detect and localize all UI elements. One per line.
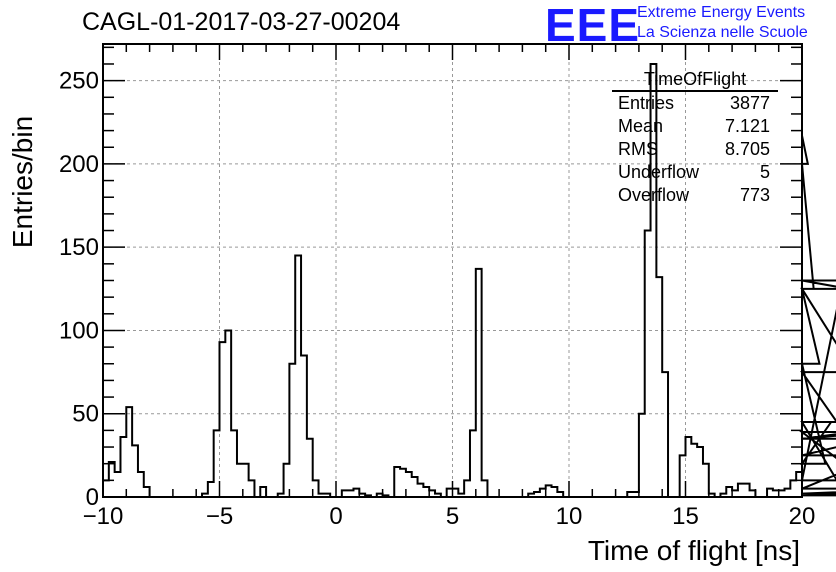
stat-value: 7.121 — [724, 116, 770, 136]
grid-lines — [103, 44, 802, 497]
stat-key: Mean — [618, 116, 664, 136]
stats-box: TimeOfFlight Entries 3877 Mean 7.121 RMS… — [612, 68, 778, 208]
y-tick-label: 150 — [59, 234, 99, 261]
stat-key: Overflow — [618, 185, 690, 205]
axis-ticks — [102, 44, 803, 498]
x-tick-label: 15 — [672, 503, 699, 530]
stat-key: Underflow — [618, 162, 700, 182]
stat-value: 8.705 — [724, 139, 770, 159]
y-tick-label: 0 — [86, 484, 99, 511]
x-tick-label: −5 — [206, 503, 233, 530]
x-tick-label: −10 — [83, 503, 124, 530]
stat-key: Entries — [618, 93, 675, 113]
y-tick-label: 50 — [72, 401, 99, 428]
stat-row-entries: Entries 3877 — [612, 92, 778, 115]
stat-row-mean: Mean 7.121 — [612, 115, 778, 138]
branding-line-1: Extreme Energy Events — [637, 4, 806, 21]
y-axis-title: Entries/bin — [7, 116, 38, 248]
eee-logo: EEE — [545, 0, 641, 51]
x-tick-label: 0 — [329, 503, 342, 530]
stat-row-rms: RMS 8.705 — [612, 138, 778, 161]
x-axis-title: Time of flight [ns] — [588, 535, 800, 566]
x-tick-label: 5 — [446, 503, 459, 530]
x-tick-label: 20 — [789, 503, 816, 530]
stats-title: TimeOfFlight — [612, 68, 778, 92]
branding-line-2: La Scienza nelle Scuole — [637, 24, 808, 41]
run-title: CAGL-01-2017-03-27-00204 — [82, 8, 401, 36]
x-tick-label: 10 — [556, 503, 583, 530]
y-tick-label: 100 — [59, 317, 99, 344]
stat-key: RMS — [618, 139, 658, 159]
y-tick-label: 250 — [59, 68, 99, 95]
stat-value: 773 — [739, 185, 770, 205]
y-tick-label: 200 — [59, 151, 99, 178]
stat-row-underflow: Underflow 5 — [612, 161, 778, 184]
stat-row-overflow: Overflow 773 — [612, 184, 778, 207]
stat-value: 5 — [759, 162, 770, 182]
stat-value: 3877 — [729, 93, 770, 113]
